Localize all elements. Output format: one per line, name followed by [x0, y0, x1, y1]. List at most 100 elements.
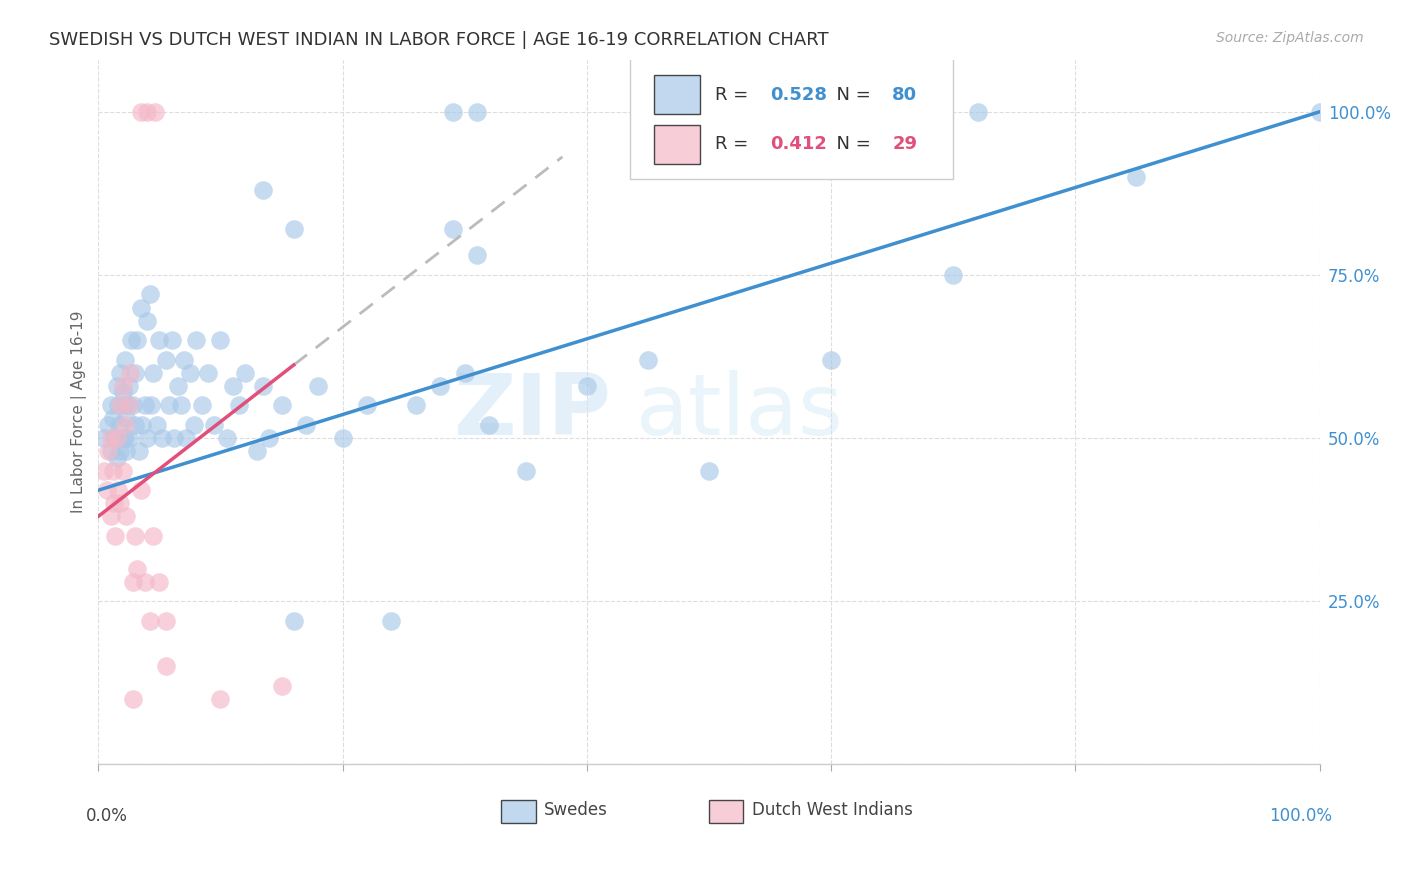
Text: 0.412: 0.412 — [770, 136, 827, 153]
Point — [228, 398, 250, 412]
Point — [170, 398, 193, 412]
Text: Swedes: Swedes — [544, 801, 607, 819]
Text: ZIP: ZIP — [454, 370, 612, 453]
Point — [209, 333, 232, 347]
Point — [118, 379, 141, 393]
Point — [942, 268, 965, 282]
Point — [112, 398, 135, 412]
Point — [252, 379, 274, 393]
Point — [191, 398, 214, 412]
Point — [110, 496, 132, 510]
Point — [131, 417, 153, 432]
Point — [441, 104, 464, 119]
Point — [134, 398, 156, 412]
Point — [124, 417, 146, 432]
Point — [124, 529, 146, 543]
Text: Source: ZipAtlas.com: Source: ZipAtlas.com — [1216, 31, 1364, 45]
Point — [136, 431, 159, 445]
Point — [96, 483, 118, 498]
Text: atlas: atlas — [636, 370, 844, 453]
Point — [259, 431, 281, 445]
Point — [110, 398, 132, 412]
Point — [128, 444, 150, 458]
Point — [820, 352, 842, 367]
Point — [160, 333, 183, 347]
Point — [202, 417, 225, 432]
Point — [114, 431, 136, 445]
Point — [148, 333, 170, 347]
Point — [103, 431, 125, 445]
Point — [124, 366, 146, 380]
Point — [129, 104, 152, 119]
Point — [155, 352, 177, 367]
FancyBboxPatch shape — [654, 76, 700, 114]
Text: R =: R = — [716, 136, 754, 153]
Point — [465, 248, 488, 262]
Text: 0.528: 0.528 — [770, 86, 827, 103]
FancyBboxPatch shape — [630, 56, 953, 179]
Point — [1309, 104, 1331, 119]
Point — [101, 411, 124, 425]
Text: R =: R = — [716, 86, 754, 103]
Point — [120, 366, 142, 380]
Point — [107, 398, 129, 412]
Point — [441, 222, 464, 236]
Point — [478, 417, 501, 432]
Point — [356, 398, 378, 412]
Point — [215, 431, 238, 445]
Point — [148, 574, 170, 589]
Point — [105, 431, 128, 445]
Point — [174, 431, 197, 445]
Point — [107, 483, 129, 498]
Point — [100, 444, 122, 458]
Point — [111, 379, 134, 393]
Point — [129, 301, 152, 315]
Point — [637, 352, 659, 367]
Point — [405, 398, 427, 412]
Point — [429, 379, 451, 393]
Point — [93, 431, 115, 445]
Point — [114, 417, 136, 432]
Point — [93, 464, 115, 478]
Point — [270, 398, 292, 412]
Point — [209, 692, 232, 706]
Point — [179, 366, 201, 380]
FancyBboxPatch shape — [502, 800, 536, 822]
Point — [143, 104, 166, 119]
Point — [307, 379, 329, 393]
Point — [138, 287, 160, 301]
Point — [142, 366, 165, 380]
FancyBboxPatch shape — [654, 125, 700, 163]
Point — [121, 398, 143, 412]
Point — [118, 398, 141, 412]
Point — [332, 431, 354, 445]
Point — [127, 561, 149, 575]
Point — [108, 417, 131, 432]
Point — [222, 379, 245, 393]
Point — [120, 333, 142, 347]
Point — [115, 411, 138, 425]
Text: 80: 80 — [893, 86, 917, 103]
Point — [134, 574, 156, 589]
Point — [233, 366, 256, 380]
Point — [575, 379, 598, 393]
Point — [97, 417, 120, 432]
Point — [380, 614, 402, 628]
Point — [129, 483, 152, 498]
Point — [465, 104, 488, 119]
Point — [115, 444, 138, 458]
Text: N =: N = — [825, 136, 876, 153]
Point — [103, 496, 125, 510]
FancyBboxPatch shape — [709, 800, 744, 822]
Point — [142, 529, 165, 543]
Point — [117, 398, 139, 412]
Point — [110, 366, 132, 380]
Point — [146, 417, 169, 432]
Text: Dutch West Indians: Dutch West Indians — [752, 801, 912, 819]
Text: 0.0%: 0.0% — [86, 806, 128, 824]
Point — [97, 444, 120, 458]
Point — [252, 183, 274, 197]
Point — [157, 398, 180, 412]
Point — [173, 352, 195, 367]
Point — [166, 379, 188, 393]
